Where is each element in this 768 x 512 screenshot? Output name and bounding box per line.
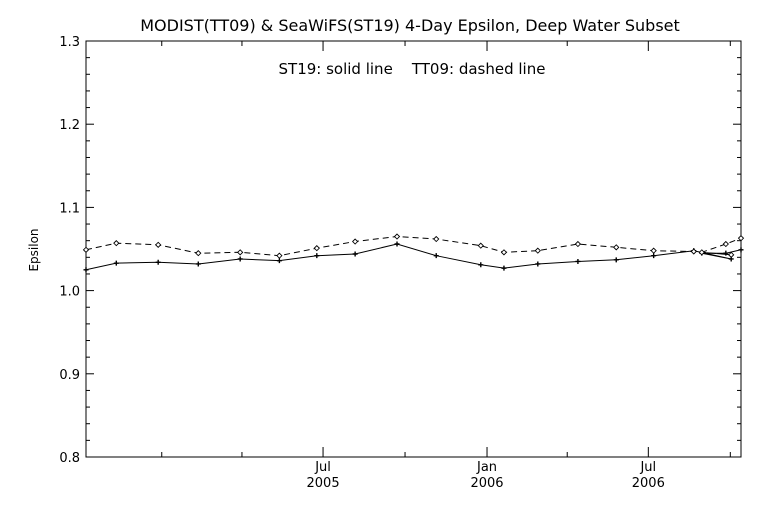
data-point-tt09 — [500, 249, 508, 256]
data-point-st19 — [352, 251, 358, 257]
y-tick-label: 1.3 — [59, 35, 80, 50]
data-point-st19 — [501, 265, 507, 271]
data-point-tt09 — [690, 248, 697, 255]
x-tick-year-label: 2006 — [632, 476, 665, 491]
data-point-tt09 — [82, 246, 90, 253]
x-tick-month-label: Jul — [639, 460, 656, 475]
line-style-annotation: ST19: solid line TT09: dashed line — [279, 60, 546, 78]
data-point-tt09 — [722, 240, 729, 248]
data-point-st19 — [276, 258, 282, 264]
x-tick-year-label: 2006 — [470, 476, 503, 491]
data-point-tt09 — [276, 252, 283, 259]
y-axis-label: Epsilon — [27, 228, 41, 271]
chart-title: MODIST(TT09) & SeaWiFS(ST19) 4-Day Epsil… — [140, 16, 680, 35]
data-point-tt09 — [237, 249, 244, 256]
x-tick-year-label: 2005 — [307, 476, 340, 491]
data-point-st19 — [478, 262, 484, 268]
data-point-st19 — [83, 267, 89, 273]
data-point-st19 — [314, 253, 320, 259]
data-point-st19 — [394, 241, 400, 247]
data-point-tt09 — [574, 240, 582, 248]
y-tick-label: 0.8 — [59, 451, 80, 466]
data-point-st19 — [535, 261, 541, 267]
data-point-tt09 — [650, 247, 657, 254]
data-point-st19 — [195, 261, 201, 267]
data-point-tt09 — [737, 235, 745, 242]
data-point-st19 — [237, 256, 243, 262]
data-point-tt09 — [728, 251, 735, 258]
data-point-tt09 — [613, 244, 620, 251]
data-point-st19 — [113, 260, 119, 266]
series-line-st19 — [85, 243, 742, 271]
data-point-tt09 — [477, 242, 484, 249]
data-point-st19 — [433, 253, 439, 259]
x-tick-month-label: Jan — [476, 460, 497, 475]
y-tick-label: 1.2 — [59, 118, 80, 133]
data-point-tt09 — [195, 250, 202, 257]
data-point-st19 — [613, 257, 619, 263]
y-tick-label: 0.9 — [59, 368, 80, 383]
y-tick-label: 1.0 — [59, 285, 80, 300]
data-point-st19 — [155, 259, 161, 265]
data-point-tt09 — [155, 241, 162, 248]
y-tick-label: 1.1 — [59, 201, 80, 216]
series-line-tt09 — [85, 235, 742, 257]
data-point-st19 — [651, 253, 657, 259]
data-point-tt09 — [433, 235, 440, 243]
data-point-tt09 — [534, 247, 541, 254]
x-tick-month-label: Jul — [314, 460, 331, 475]
data-point-st19 — [738, 247, 744, 253]
series-group — [82, 233, 745, 273]
data-point-tt09 — [351, 238, 359, 245]
data-point-tt09 — [393, 233, 401, 240]
data-point-tt09 — [313, 245, 320, 252]
data-point-tt09 — [113, 240, 120, 247]
data-point-st19 — [575, 258, 581, 264]
data-point-tt09 — [698, 249, 705, 256]
